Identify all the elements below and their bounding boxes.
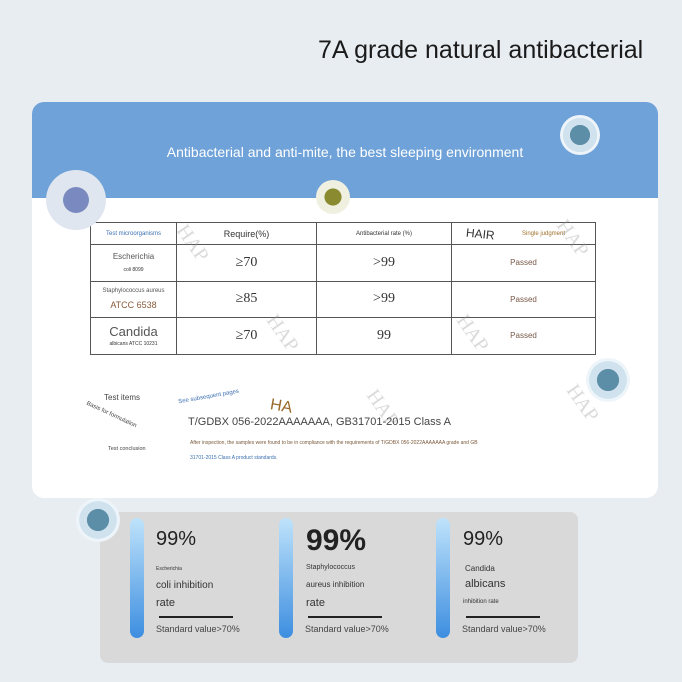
stat-value: 99% (463, 528, 504, 550)
organism-strain: ATCC 6538 (110, 300, 157, 311)
table-row: Escherichia coli 8099 ≥70 >99 Passed (90, 244, 596, 282)
table-header-row: Test microorganisms Require(%) Antibacte… (90, 222, 596, 245)
test-items-label: Test items (104, 393, 141, 402)
conclusion-label: Test conclusion (108, 446, 146, 452)
stats-panel: 99% Escherichia coli inhibition rate Sta… (76, 498, 578, 663)
conclusion-text-1: After inspection, the samples were found… (190, 440, 478, 446)
require-value: ≥85 (176, 280, 317, 318)
header-judgment: HAIR Single judgment (451, 222, 596, 245)
stat-label: Escherichia (156, 566, 182, 572)
organism-name: Staphylococcus aureus (102, 288, 165, 295)
stat-label: aureus inhibition (306, 580, 365, 589)
divider (159, 616, 233, 618)
stat-label: albicans (465, 578, 506, 590)
stat-label: Staphylococcus (306, 564, 356, 571)
judgment-value: Passed (451, 317, 596, 355)
rate-bar (436, 518, 450, 638)
basis-value: T/GDBX 056-2022AAAAAAA, GB31701-2015 Cla… (188, 416, 451, 428)
table-row: Candida albicans ATCC 10231 ≥70 99 Passed (90, 317, 596, 355)
bacteria-icon (76, 498, 120, 542)
require-value: ≥70 (176, 317, 317, 355)
stat-label: rate (306, 597, 325, 609)
divider (466, 616, 540, 618)
conclusion-text-2: 31701-2015 Class A product standards. (190, 455, 278, 461)
stat-standard: Standard value>70% (462, 624, 546, 634)
stat-label: rate (156, 597, 175, 609)
bacteria-icon (586, 358, 630, 402)
ha-stamp: HA (268, 396, 294, 417)
rate-bar (279, 518, 293, 638)
organism-name: Escherichia (112, 252, 155, 262)
banner (32, 102, 658, 198)
test-report-card: Antibacterial and anti-mite, the best sl… (32, 102, 658, 498)
page-title: 7A grade natural antibacterial (318, 36, 644, 64)
rate-value: >99 (316, 280, 452, 318)
organism-name: Candida (109, 324, 158, 340)
test-results-table: Test microorganisms Require(%) Antibacte… (90, 222, 596, 355)
stat-label: Candida (465, 564, 495, 573)
judgment-value: Passed (451, 280, 596, 318)
banner-text: Antibacterial and anti-mite, the best sl… (166, 144, 524, 160)
require-value: ≥70 (176, 244, 317, 282)
rate-value: >99 (316, 244, 452, 282)
rate-bar (130, 518, 144, 638)
test-items-value: See subsequent pages (177, 388, 240, 406)
stat-label: inhibition rate (463, 599, 499, 605)
organism-strain: coli 8099 (123, 267, 144, 274)
stat-value: 99% (156, 528, 197, 550)
stat-value: 99% (306, 524, 367, 557)
organism-strain: albicans ATCC 10231 (109, 341, 158, 348)
stat-standard: Standard value>70% (305, 624, 389, 634)
header-microorganisms: Test microorganisms (90, 222, 177, 245)
rate-value: 99 (316, 317, 452, 355)
divider (308, 616, 382, 618)
table-row: Staphylococcus aureus ATCC 6538 ≥85 >99 P… (90, 280, 596, 318)
bacteria-icon (560, 115, 600, 155)
capsule-icon (46, 170, 106, 230)
stat-standard: Standard value>70% (156, 624, 240, 634)
stat-label: coli inhibition (156, 580, 214, 591)
hair-stamp: HAIR (465, 225, 496, 243)
bacteria-icon (316, 180, 350, 214)
header-rate: Antibacterial rate (%) (316, 222, 452, 245)
basis-label: Basis for formulation (85, 400, 138, 430)
